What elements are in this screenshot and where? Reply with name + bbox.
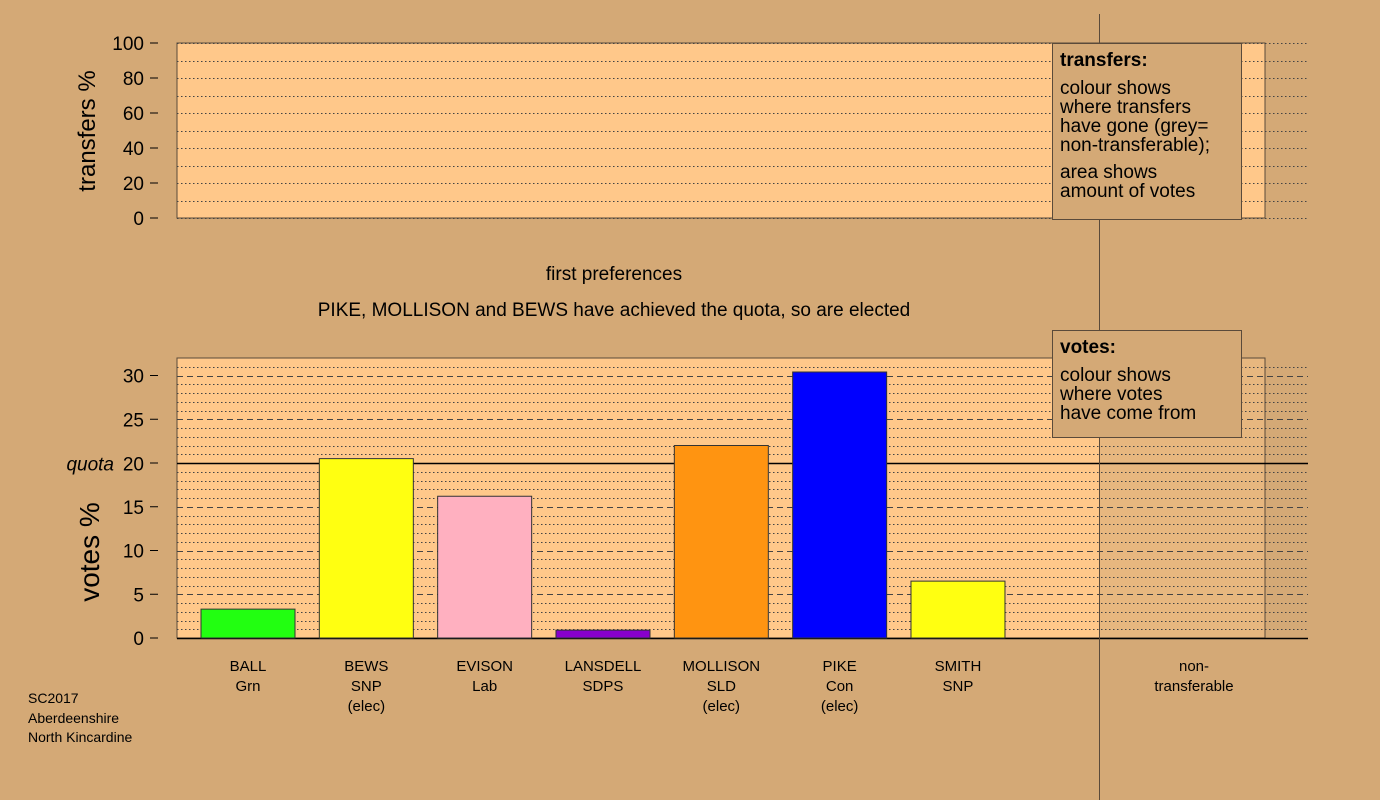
transfers-legend-line: colour shows [1060,78,1171,99]
candidate-status-label: (elec) [703,698,741,715]
votes-y-tick-label: 30 [123,367,144,388]
candidate-party-label: SLD [707,678,736,695]
candidate-party-label: Con [826,678,854,695]
votes-y-tick-label: 0 [133,629,144,650]
candidate-party-label: SNP [351,678,382,695]
candidate-name-label: BEWS [344,658,388,675]
transfers-y-tick-label: 100 [112,34,144,55]
footer-info: SC2017 Aberdeenshire North Kincardine [28,689,132,748]
candidate-name-label: LANSDELL [565,658,642,675]
votes-legend-line: where votes [1060,384,1163,405]
transfers-y-tick-label: 40 [123,139,144,160]
bar-bews [318,458,414,639]
transfers-y-tick-label: 20 [123,174,144,195]
bar-ball [200,608,296,639]
transfers-y-tick-label: 60 [123,104,144,125]
candidate-name-label: BALL [230,658,267,675]
votes-y-tick-label: 15 [123,498,144,519]
candidate-name-label: EVISON [456,658,513,675]
votes-y-tick-label: 5 [133,585,144,606]
votes-legend-line: colour shows [1060,365,1171,386]
bar-mollison [673,445,769,639]
transfers-legend-line: area shows [1060,162,1158,183]
footer-line: North Kincardine [28,729,133,745]
footer-line: SC2017 [28,690,79,706]
bar-smith [910,580,1006,639]
chart-subtitle: PIKE, MOLLISON and BEWS have achieved th… [318,300,911,321]
transfers-y-tick-label: 0 [133,209,144,230]
votes-legend: votes: colour shows where votes have com… [1052,330,1242,438]
votes-y-axis-label: votes % [74,502,105,602]
candidate-party-label: SDPS [583,678,624,695]
votes-legend-line: have come from [1060,403,1197,424]
transfers-legend-line: non-transferable); [1060,135,1210,156]
candidate-party-label: Grn [235,678,260,695]
nontransferable-label: non- [1179,658,1209,675]
votes-y-tick-label: 25 [123,410,144,431]
candidate-status-label: (elec) [821,698,859,715]
transfers-y-tick-label: 80 [123,69,144,90]
transfers-legend-line: where transfers [1060,97,1191,118]
nontransferable-label: transferable [1154,678,1233,695]
bar-lansdell [555,629,651,639]
candidate-party-label: SNP [943,678,974,695]
candidate-name-label: SMITH [935,658,982,675]
candidate-name-label: MOLLISON [683,658,761,675]
transfers-y-axis-label: transfers % [74,70,101,191]
votes-y-tick-label: 10 [123,542,144,563]
candidate-name-label: PIKE [823,658,857,675]
transfers-legend: transfers: colour shows where transfers … [1052,43,1242,220]
transfers-legend-line: have gone (grey= [1060,116,1209,137]
chart-title: first preferences [546,264,682,285]
votes-legend-title: votes: [1060,337,1116,358]
footer-line: Aberdeenshire [28,709,120,726]
candidate-party-label: Lab [472,678,497,695]
quota-label: quota [66,455,114,476]
quota-value-label: 20 [123,455,144,476]
transfers-legend-title: transfers: [1060,50,1148,71]
transfers-legend-line: amount of votes [1060,181,1196,202]
candidate-status-label: (elec) [348,698,386,715]
bar-pike [792,371,888,639]
bar-evison [437,495,533,639]
